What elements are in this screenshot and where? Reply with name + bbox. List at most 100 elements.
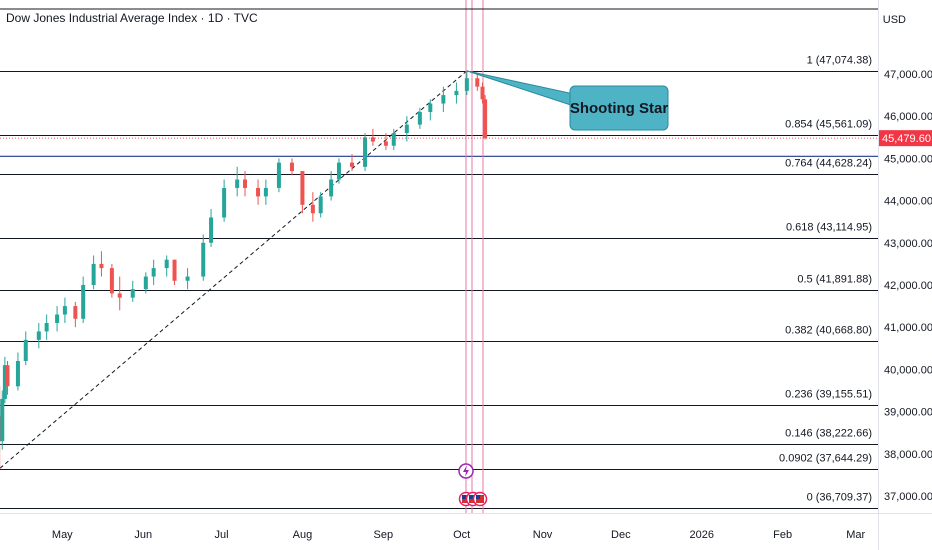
candle-body-41	[363, 137, 368, 167]
candle-body-23	[164, 259, 169, 269]
fib-label-2: 0.764 (44,628.24)	[785, 158, 872, 170]
candle-body-42	[370, 137, 375, 142]
last-price-value: 45,479.60	[882, 133, 931, 145]
candle-body-30	[243, 179, 247, 188]
candle-body-15	[81, 285, 86, 319]
callout-box	[569, 85, 669, 131]
candle-body-19	[117, 293, 122, 298]
fibonacci-labels: 1 (47,074.38) 0.854 (45,561.09) 0.764 (44,…	[779, 55, 872, 504]
time-tick-7: Dec	[611, 529, 631, 541]
currency-label[interactable]: USD	[882, 14, 906, 26]
trend-line[interactable]	[0, 70, 468, 469]
candle-body-12	[55, 314, 60, 323]
candle-body-21	[143, 276, 148, 290]
candle-body-33	[276, 162, 281, 188]
us-flag-canton-2	[476, 495, 480, 499]
candle-body-24	[172, 259, 177, 281]
price-tick-4: 43,000.00	[884, 238, 932, 250]
price-tick-10: 37,000.00	[884, 491, 932, 503]
time-tick-10: Mar	[846, 529, 865, 541]
fib-label-8: 0.0902 (37,644.29)	[779, 453, 872, 465]
time-axis[interactable]: May Jun Jul Aug Sep Oct Nov Dec 2026 Feb Mar	[0, 513, 932, 542]
fib-label-3: 0.618 (43,114.95)	[786, 222, 872, 234]
candle-body-46	[417, 111, 422, 125]
candle-body-14	[73, 306, 78, 319]
event-vertical-lines	[465, 0, 484, 513]
candle-body-53	[483, 99, 488, 139]
price-tick-3: 44,000.00	[884, 196, 932, 208]
time-tick-5: Oct	[453, 529, 470, 541]
time-tick-3: Aug	[293, 529, 313, 541]
price-tick-1: 46,000.00	[884, 111, 932, 123]
candle-body-20	[130, 289, 135, 298]
candle-body-50	[464, 78, 469, 91]
candle-body-40	[350, 162, 355, 167]
candle-body-27	[209, 217, 214, 243]
price-tick-2: 45,000.00	[884, 153, 932, 165]
time-tick-8: 2026	[690, 529, 714, 541]
candle-body-32	[263, 187, 268, 197]
us-flag-canton-1	[469, 495, 473, 499]
last-price-tag: 45,479.60	[879, 130, 932, 147]
fib-label-9: 0 (36,709.37)	[807, 492, 872, 504]
callout-label: Shooting Star	[570, 100, 668, 117]
last-price-tag-background	[879, 130, 932, 147]
price-tick-9: 38,000.00	[884, 449, 932, 461]
price-tick-0: 47,000.00	[884, 69, 932, 81]
fib-label-6: 0.236 (39,155.51)	[785, 389, 872, 401]
candle-body-6	[2, 365, 7, 399]
candle-body-36	[310, 204, 315, 214]
time-tick-1: Jun	[134, 529, 152, 541]
candle-body-9	[23, 339, 28, 361]
candle-body-48	[441, 95, 446, 104]
price-tick-5: 42,000.00	[884, 280, 932, 292]
event-icons[interactable]	[458, 463, 488, 507]
candle-body-26	[201, 242, 206, 277]
candle-body-39	[336, 162, 341, 180]
time-tick-0: May	[52, 529, 73, 541]
candle-body-10	[36, 331, 41, 340]
fib-label-5: 0.382 (40,668.80)	[785, 325, 872, 337]
candlestick-series	[0, 70, 488, 469]
price-axis[interactable]: 47,000.00 46,000.00 45,000.00 44,000.00 43,0…	[878, 0, 932, 550]
time-tick-6: Nov	[533, 529, 553, 541]
candle-body-25	[185, 276, 190, 281]
fib-label-1: 0.854 (45,561.09)	[785, 119, 872, 131]
candle-body-44	[391, 133, 396, 146]
candle-body-22	[151, 268, 156, 277]
candle-body-31	[256, 187, 261, 197]
chart-title: Dow Jones Industrial Average Index · 1D …	[6, 11, 258, 25]
fib-label-7: 0.146 (38,222.66)	[785, 428, 872, 440]
candle-body-35	[300, 171, 305, 205]
candle-body-45	[404, 124, 409, 134]
candle-body-34	[289, 162, 294, 172]
fib-label-4: 0.5 (41,891.88)	[797, 274, 872, 286]
price-tick-6: 41,000.00	[884, 322, 932, 334]
candle-body-17	[99, 263, 104, 269]
candle-body-13	[62, 306, 67, 315]
candle-body-8	[15, 360, 20, 387]
time-tick-4: Sep	[374, 529, 394, 541]
candle-body-49	[454, 90, 459, 96]
candle-body-29	[235, 179, 240, 188]
fib-label-0: 1 (47,074.38)	[807, 55, 872, 67]
time-tick-9: Feb	[773, 529, 792, 541]
candle-body-51	[475, 78, 480, 87]
price-tick-7: 40,000.00	[884, 364, 932, 376]
candle-body-43	[383, 141, 388, 146]
candle-body-18	[109, 268, 114, 294]
candle-body-5	[0, 398, 5, 442]
candle-body-37	[318, 196, 323, 214]
us-flag-canton-0	[462, 495, 466, 499]
candle-body-47	[428, 103, 433, 112]
shooting-star-callout[interactable]: Shooting Star	[466, 70, 669, 131]
candle-body-28	[222, 187, 227, 218]
price-tick-8: 39,000.00	[884, 407, 932, 419]
candle-body-52	[480, 86, 485, 100]
fibonacci-levels	[0, 71, 878, 509]
candle-body-11	[44, 322, 49, 332]
candle-body-7	[5, 365, 10, 387]
time-tick-2: Jul	[214, 529, 228, 541]
candle-body-38	[329, 179, 334, 197]
